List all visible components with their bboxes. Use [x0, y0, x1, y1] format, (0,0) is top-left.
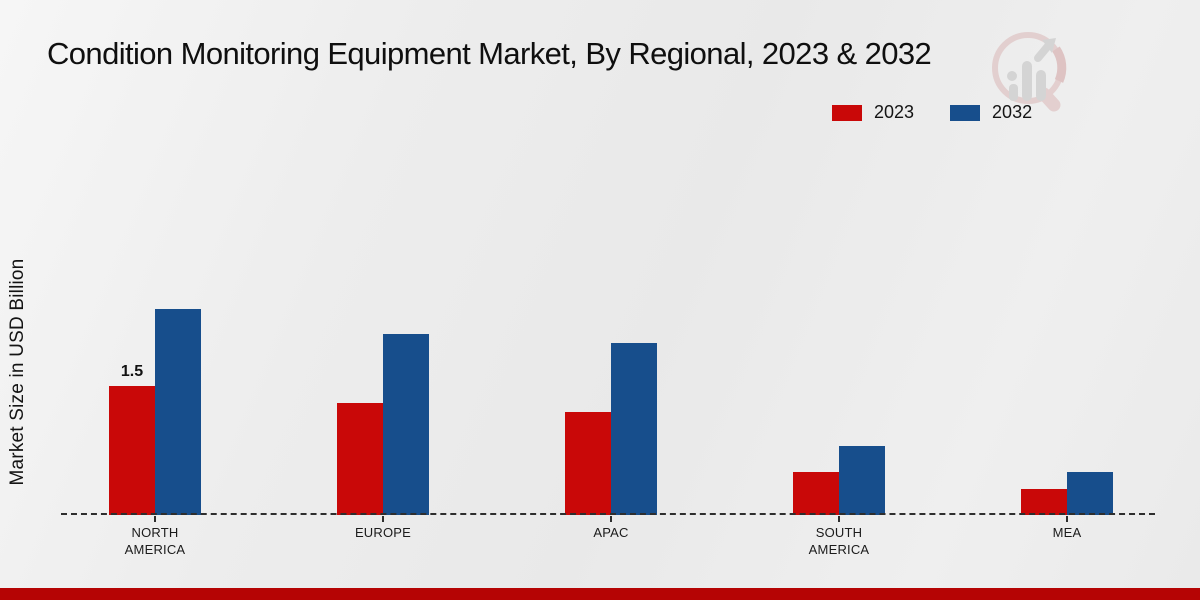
legend-item-2032: 2032 — [950, 102, 1032, 123]
category-label-mea: MEA — [1052, 525, 1082, 540]
bar-2032-apac — [611, 343, 657, 515]
legend-label-2032: 2032 — [992, 102, 1033, 122]
bar-2023-mea — [1021, 489, 1067, 515]
bar-2023-north-america — [109, 386, 155, 515]
magnifier-bar-chart-logo-icon — [992, 32, 1067, 112]
axis-tick-south-america — [838, 516, 840, 522]
x-axis-baseline — [61, 513, 1155, 515]
legend: 2023 2032 — [832, 102, 1032, 123]
legend-swatch-2023 — [832, 104, 862, 121]
category-label-apac: APAC — [593, 525, 629, 540]
bar-2032-north-america — [155, 308, 201, 515]
category-label-south-america: SOUTH AMERICA — [808, 525, 870, 557]
bar-value-label-north-america: 1.5 — [120, 363, 144, 380]
bar-2032-europe — [383, 334, 429, 515]
axis-tick-north-america — [154, 516, 156, 522]
category-label-europe: EUROPE — [354, 525, 412, 540]
axis-tick-europe — [382, 516, 384, 522]
chart-title: Condition Monitoring Equipment Market, B… — [47, 36, 932, 71]
legend-item-2023: 2023 — [832, 102, 914, 123]
legend-label-2023: 2023 — [874, 102, 915, 122]
bar-2023-south-america — [793, 472, 839, 515]
bar-2023-europe — [337, 403, 383, 515]
axis-tick-mea — [1066, 516, 1068, 522]
axis-tick-apac — [610, 516, 612, 522]
footer-accent-bar — [0, 588, 1200, 600]
bar-2023-apac — [565, 411, 611, 515]
bar-2032-mea — [1067, 472, 1113, 515]
category-label-north-america: NORTH AMERICA — [124, 525, 186, 557]
bar-2032-south-america — [839, 446, 885, 515]
legend-swatch-2032 — [950, 104, 981, 121]
